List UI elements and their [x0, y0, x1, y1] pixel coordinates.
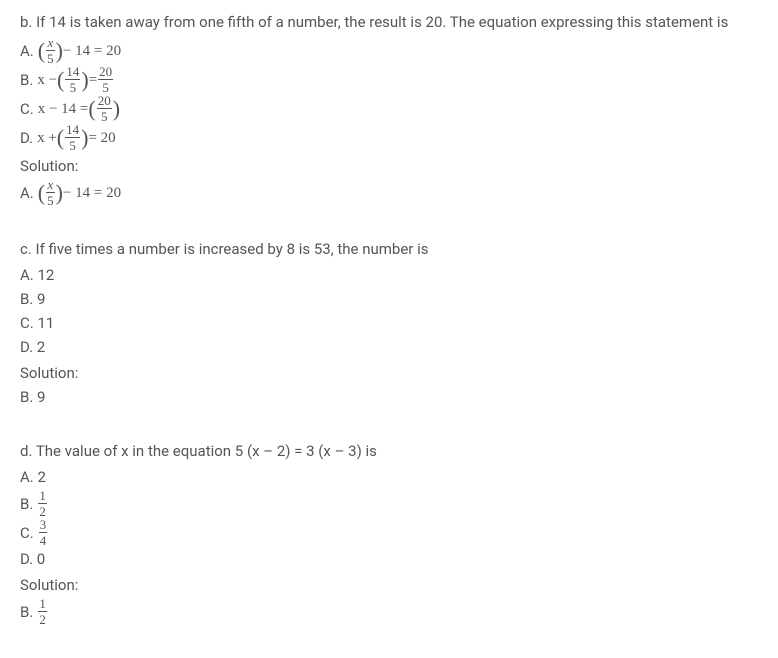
solution-label: Solution: — [20, 154, 758, 178]
option-letter: D. — [20, 126, 33, 150]
option-letter: B. — [20, 492, 33, 516]
fraction: 20 5 — [97, 94, 112, 123]
denominator: 5 — [65, 138, 80, 152]
left-paren: ( — [88, 98, 95, 120]
denominator: 5 — [97, 109, 112, 123]
question-c-option-b: B. 9 — [20, 287, 758, 311]
question-d-option-b: B. 1 2 — [20, 489, 758, 518]
question-d-option-c: C. 3 4 — [20, 518, 758, 547]
fraction: 3 4 — [39, 518, 48, 547]
numerator: 14 — [65, 123, 80, 138]
numerator: 1 — [38, 489, 47, 504]
option-letter: C. — [20, 521, 34, 545]
option-letter: A. — [20, 39, 34, 63]
question-c: c. If five times a number is increased b… — [20, 237, 758, 409]
question-c-option-d: D. 2 — [20, 335, 758, 359]
question-d: d. The value of x in the equation 5 (x –… — [20, 439, 758, 626]
fraction: 14 5 — [65, 65, 80, 94]
right-paren: ) — [81, 127, 88, 149]
fraction: x 5 — [46, 178, 55, 207]
option-letter: B. — [20, 68, 33, 92]
question-d-option-a: A. 2 — [20, 465, 758, 489]
math-mid: = 20 — [88, 126, 115, 150]
solution-label: Solution: — [20, 573, 758, 597]
left-paren: ( — [57, 69, 64, 91]
denominator: 2 — [38, 612, 47, 626]
question-c-option-a: A. 12 — [20, 263, 758, 287]
numerator: x — [46, 36, 55, 51]
fraction: 1 2 — [38, 597, 47, 626]
numerator: 3 — [39, 518, 48, 533]
math-pre: x − — [37, 68, 57, 92]
left-paren: ( — [57, 127, 64, 149]
question-c-text: c. If five times a number is increased b… — [20, 237, 758, 261]
fraction: 1 2 — [38, 489, 47, 518]
question-c-solution: B. 9 — [20, 385, 758, 409]
right-paren: ) — [113, 98, 120, 120]
question-b-option-c: C. x − 14 = ( 20 5 ) — [20, 94, 758, 123]
question-b: b. If 14 is taken away from one fifth of… — [20, 10, 758, 207]
question-c-option-c: C. 11 — [20, 311, 758, 335]
math-pre: x − 14 = — [38, 97, 89, 121]
solution-label: Solution: — [20, 361, 758, 385]
denominator: 5 — [46, 193, 55, 207]
question-b-option-b: B. x − ( 14 5 ) = 20 5 — [20, 65, 758, 94]
option-letter: C. — [20, 97, 34, 121]
option-letter: B. — [20, 600, 33, 624]
denominator: 5 — [98, 80, 113, 94]
math-pre: x + — [37, 126, 57, 150]
question-d-option-d: D. 0 — [20, 547, 758, 571]
math-text: − 14 = 20 — [63, 181, 121, 205]
question-b-option-a: A. ( x 5 ) − 14 = 20 — [20, 36, 758, 65]
left-paren: ( — [38, 40, 45, 62]
question-b-solution: A. ( x 5 ) − 14 = 20 — [20, 178, 758, 207]
denominator: 4 — [39, 533, 48, 547]
numerator: 20 — [98, 65, 113, 80]
question-b-text: b. If 14 is taken away from one fifth of… — [20, 10, 758, 34]
numerator: 20 — [97, 94, 112, 109]
question-b-option-d: D. x + ( 14 5 ) = 20 — [20, 123, 758, 152]
numerator: 1 — [38, 597, 47, 612]
math-mid: = — [89, 68, 97, 92]
option-letter: A. — [20, 181, 34, 205]
right-paren: ) — [56, 40, 63, 62]
denominator: 5 — [46, 51, 55, 65]
left-paren: ( — [38, 182, 45, 204]
question-d-text: d. The value of x in the equation 5 (x –… — [20, 439, 758, 463]
denominator: 2 — [38, 504, 47, 518]
denominator: 5 — [65, 80, 80, 94]
fraction: x 5 — [46, 36, 55, 65]
right-paren: ) — [56, 182, 63, 204]
numerator: 14 — [65, 65, 80, 80]
question-d-solution: B. 1 2 — [20, 597, 758, 626]
fraction: 14 5 — [65, 123, 80, 152]
fraction2: 20 5 — [98, 65, 113, 94]
numerator: x — [46, 178, 55, 193]
right-paren: ) — [81, 69, 88, 91]
math-text: − 14 = 20 — [63, 39, 121, 63]
